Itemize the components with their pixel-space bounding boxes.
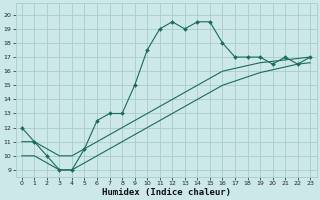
X-axis label: Humidex (Indice chaleur): Humidex (Indice chaleur) — [101, 188, 230, 197]
